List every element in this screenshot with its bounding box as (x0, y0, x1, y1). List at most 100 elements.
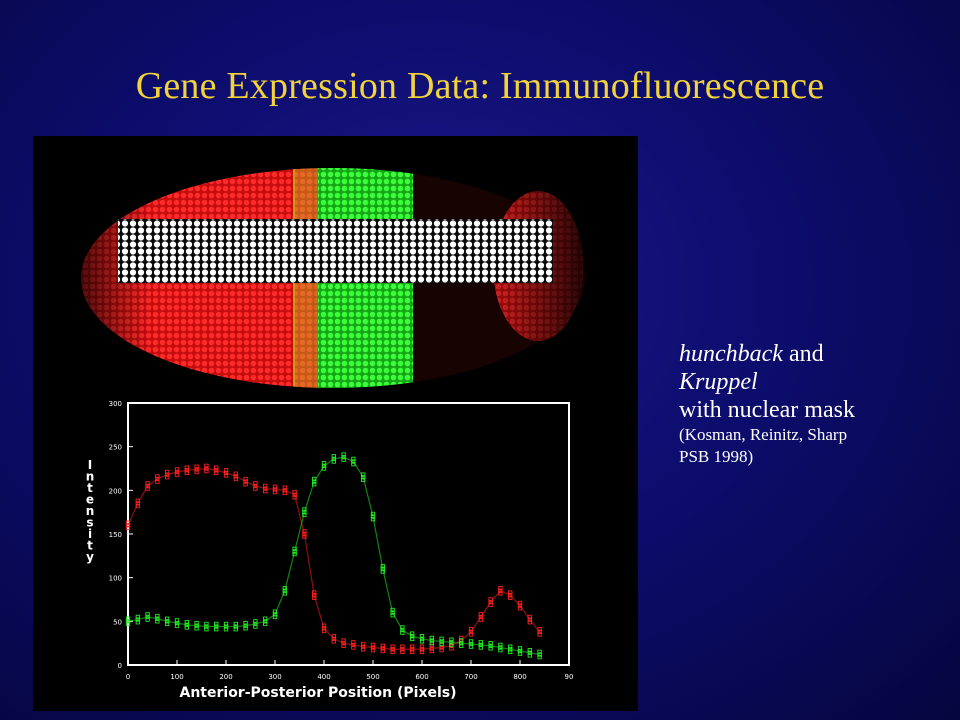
data-point (439, 636, 444, 641)
data-point (204, 466, 209, 471)
data-point (174, 467, 180, 472)
data-point (537, 654, 542, 660)
data-point (370, 645, 376, 650)
data-point (488, 646, 493, 651)
data-point (468, 627, 474, 632)
data-point (331, 634, 336, 639)
data-point (302, 534, 307, 539)
data-point (233, 474, 238, 479)
data-point (194, 469, 199, 475)
data-point (243, 620, 248, 626)
data-point (361, 475, 366, 480)
data-point (282, 591, 287, 596)
data-point (125, 621, 131, 627)
x-tick-label: 500 (366, 673, 379, 681)
data-point (204, 627, 209, 632)
x-axis-ticks: 0 100 200 300 400 500 600 700 800 90 (126, 660, 573, 681)
data-point (498, 648, 503, 653)
data-point (125, 619, 131, 624)
data-point (135, 617, 140, 622)
data-point (390, 607, 395, 613)
data-point (214, 468, 219, 473)
data-point (174, 620, 180, 626)
data-point (527, 614, 532, 620)
data-point (468, 639, 474, 644)
data-point (331, 456, 336, 462)
data-point (498, 645, 503, 650)
citation-line-2: PSB 1998) (679, 447, 754, 466)
embryo-image (81, 168, 585, 388)
data-point (184, 622, 189, 627)
data-point (184, 620, 189, 625)
data-point (351, 461, 356, 467)
data-point (361, 641, 366, 647)
data-point (312, 595, 317, 600)
data-point (165, 619, 170, 624)
y-axis-label-char: s (86, 516, 93, 530)
data-point (459, 638, 464, 643)
y-axis-label-char: I (88, 458, 92, 472)
data-point (341, 641, 346, 646)
data-point (282, 485, 287, 490)
data-point (302, 529, 307, 534)
data-point (155, 616, 160, 621)
data-point (419, 636, 425, 641)
data-point (537, 652, 542, 657)
citation-line-1: (Kosman, Reinitz, Sharp (679, 425, 848, 444)
data-point (527, 617, 532, 622)
data-point (459, 641, 464, 646)
data-point (272, 614, 278, 620)
caption-line-3: with nuclear mask (679, 397, 855, 423)
data-point (390, 649, 395, 655)
data-point (223, 624, 229, 629)
y-axis-label-char: i (88, 527, 92, 541)
data-point (145, 481, 150, 486)
y-tick-label: 200 (109, 487, 122, 495)
data-point (214, 624, 219, 629)
caption-and: and (782, 341, 824, 367)
data-point (292, 495, 297, 500)
data-point (145, 483, 150, 489)
data-point (243, 623, 248, 628)
data-point (449, 637, 454, 642)
data-point (312, 476, 317, 482)
data-point (272, 484, 278, 489)
data-point (272, 612, 278, 617)
x-tick-label: 100 (170, 673, 183, 681)
data-point (233, 471, 238, 476)
data-point (508, 592, 513, 598)
data-point (537, 627, 542, 632)
data-point (135, 503, 140, 509)
data-point (165, 472, 170, 477)
data-point (468, 632, 474, 637)
data-point (400, 647, 405, 652)
data-point (410, 644, 415, 649)
data-point (488, 597, 493, 602)
data-point (145, 617, 150, 622)
data-point (429, 638, 434, 643)
data-point (223, 470, 229, 476)
data-point (253, 621, 258, 627)
data-point (429, 635, 434, 641)
nuclear-mask (118, 219, 553, 283)
data-point (302, 531, 307, 537)
data-point (135, 614, 140, 620)
data-point (361, 647, 366, 652)
data-point (478, 612, 483, 617)
x-tick-label: 0 (126, 673, 130, 681)
data-point (390, 613, 395, 618)
x-tick-label: 700 (464, 673, 477, 681)
data-point (243, 482, 248, 487)
data-point (419, 649, 425, 655)
data-point (400, 630, 405, 635)
data-point (361, 644, 366, 649)
y-tick-label: 250 (109, 444, 122, 452)
data-point (292, 489, 297, 495)
data-point (312, 592, 317, 598)
data-point (478, 645, 483, 650)
data-point (263, 619, 268, 624)
data-point (184, 465, 189, 470)
data-point (321, 461, 327, 466)
data-point (155, 619, 160, 624)
series-line (127, 467, 541, 650)
